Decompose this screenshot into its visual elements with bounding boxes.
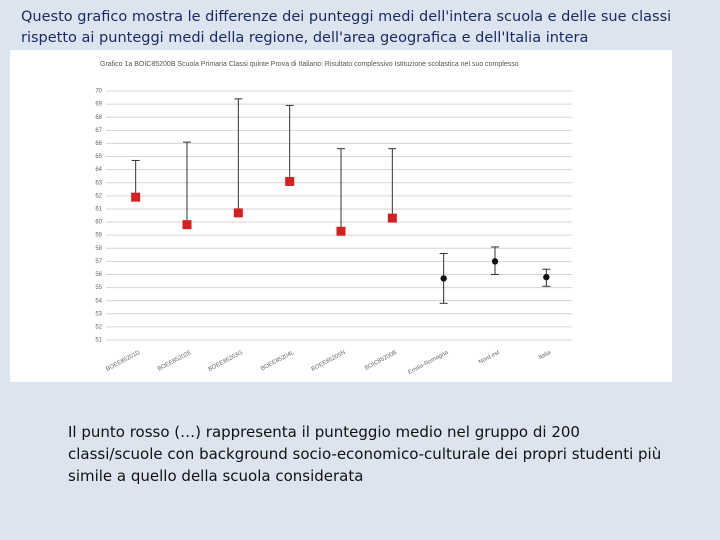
y-tick-label: 54	[95, 298, 102, 304]
x-tick-label: Italia	[538, 350, 553, 362]
y-tick-label: 68	[95, 115, 102, 121]
x-tick-label: BOEE85201D	[105, 350, 142, 373]
slide-title: Questo grafico mostra le differenze dei …	[21, 9, 672, 46]
y-tick-label: 66	[95, 141, 102, 147]
x-tick-label: BOIC85200B	[364, 350, 398, 372]
point	[131, 192, 141, 202]
y-tick-label: 64	[95, 167, 102, 173]
chart-title: Grafico 1a BOIC85200B Scuola Primaria Cl…	[100, 61, 519, 68]
x-tick-label: BOEE85203G	[208, 350, 245, 373]
y-tick-label: 55	[95, 285, 102, 291]
y-tick-label: 52	[95, 324, 102, 330]
x-tick-label: BOEE85204L	[260, 350, 296, 373]
y-tick-label: 65	[95, 154, 102, 160]
caption: Il punto rosso (…) rappresenta il punteg…	[68, 423, 662, 485]
y-tick-label: 53	[95, 311, 102, 317]
y-tick-label: 61	[95, 207, 102, 213]
y-tick-label: 69	[95, 102, 102, 108]
point	[233, 208, 243, 218]
point	[387, 213, 397, 223]
point	[336, 226, 346, 236]
y-tick-label: 56	[95, 272, 102, 278]
y-tick-label: 58	[95, 246, 102, 252]
point	[440, 275, 447, 282]
point	[491, 258, 499, 265]
x-tick-label: Nord est	[478, 350, 501, 366]
x-tick-label: Emilia-Romagna	[407, 350, 450, 376]
point	[285, 176, 295, 186]
y-tick-label: 67	[95, 128, 102, 134]
y-tick-label: 63	[95, 180, 102, 186]
y-tick-label: 51	[95, 338, 102, 344]
y-tick-label: 70	[95, 89, 102, 95]
point	[543, 273, 550, 281]
x-tick-label: BOEE85205N	[311, 350, 347, 373]
y-tick-label: 60	[95, 220, 102, 226]
y-tick-label: 59	[95, 233, 102, 239]
x-tick-label: BOEE85202E	[157, 350, 193, 373]
point	[182, 220, 192, 230]
y-tick-label: 57	[95, 259, 102, 265]
y-tick-label: 62	[95, 193, 102, 199]
